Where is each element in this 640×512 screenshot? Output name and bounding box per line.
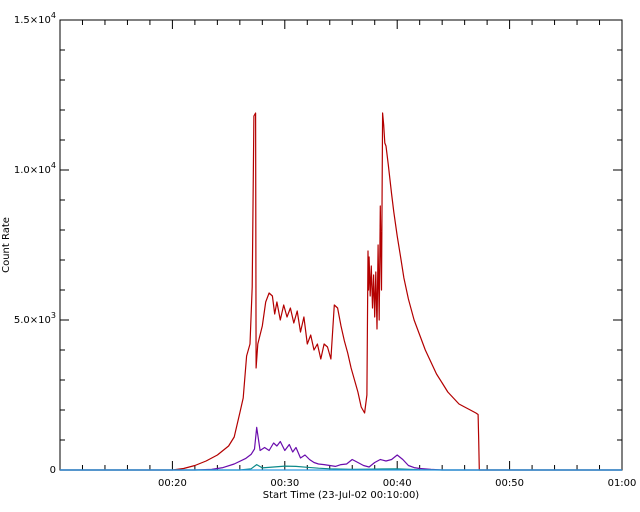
x-axis: 00:20 00:30 00:40 00:50 01:00 — [81, 20, 637, 489]
series-layer — [60, 112, 622, 471]
plot-frame — [59, 19, 623, 471]
y-tick-label: 1.0×104 — [14, 161, 56, 176]
y-tick-label: 5.0×103 — [14, 311, 56, 326]
x-axis-title: Start Time (23-Jul-02 00:10:00) — [263, 490, 420, 501]
y-tick-label: 0 — [50, 465, 56, 476]
x-tick-label: 00:30 — [270, 478, 299, 489]
x-tick-label: 00:20 — [158, 478, 187, 489]
x-tick-label: 00:40 — [383, 478, 412, 489]
series-line-3 — [60, 464, 622, 471]
series-line-1 — [60, 112, 622, 471]
series-line-2 — [60, 426, 622, 471]
x-tick-label: 00:50 — [495, 478, 524, 489]
x-tick-label: 01:00 — [608, 478, 637, 489]
y-axis-title: Count Rate — [1, 217, 12, 273]
y-axis: 0 5.0×103 1.0×104 1.5×104 — [14, 11, 622, 476]
y-tick-label: 1.5×104 — [14, 11, 56, 26]
